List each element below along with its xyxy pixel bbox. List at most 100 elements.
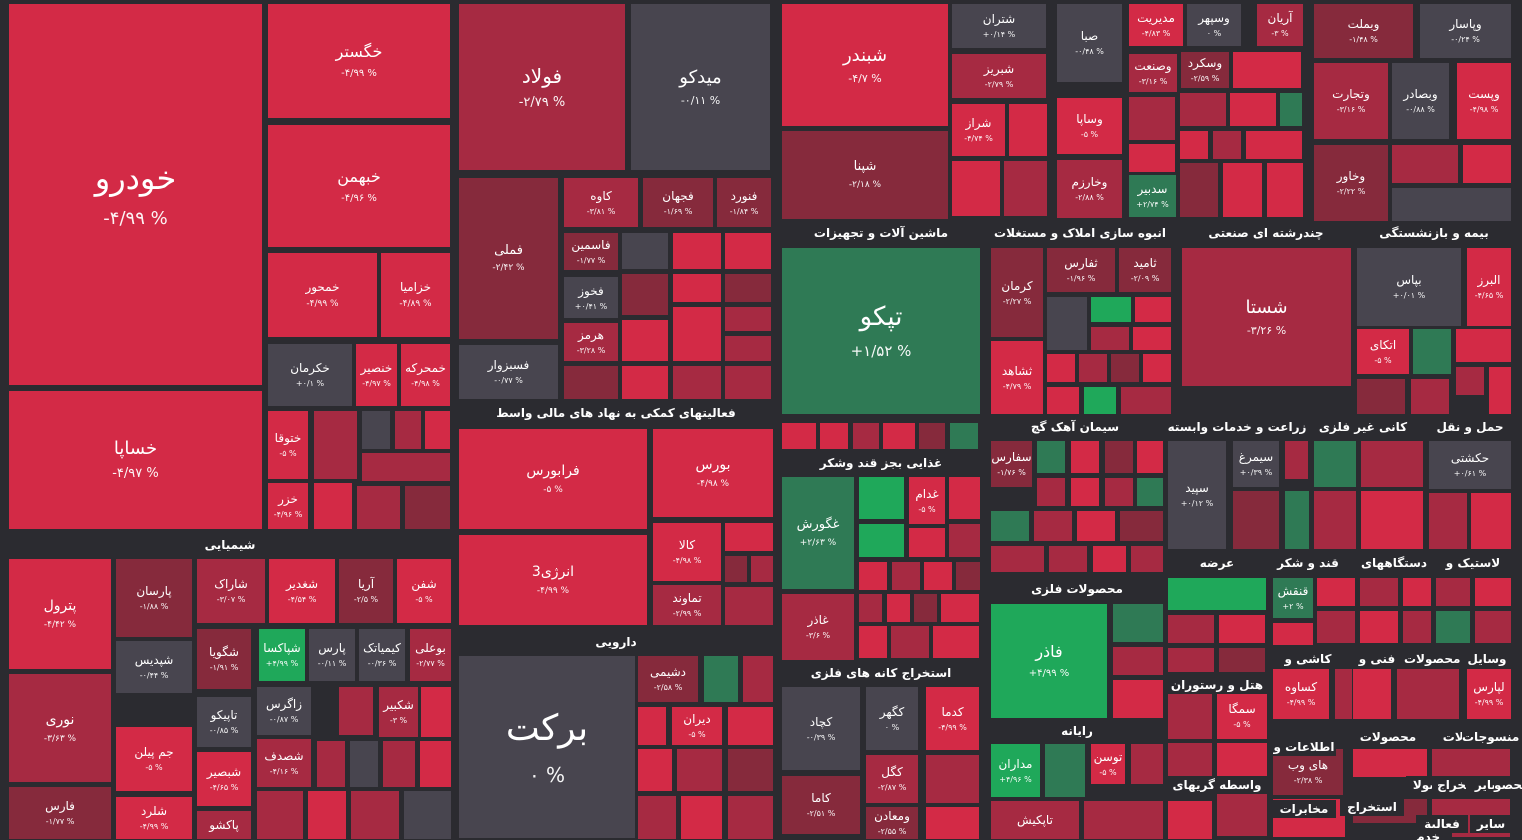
stock-tile-80[interactable]: شگویا -۱/۹۱ %	[196, 628, 252, 690]
stock-tile[interactable]	[1455, 328, 1512, 363]
stock-tile-23[interactable]: کالا -۴/۹۸ %	[652, 522, 722, 582]
stock-tile-59[interactable]: کرمان -۲/۲۷ %	[990, 247, 1044, 338]
stock-tile-98[interactable]: سمگا -۵ %	[1216, 692, 1268, 740]
stock-tile[interactable]	[727, 706, 774, 746]
stock-tile[interactable]	[742, 655, 774, 703]
stock-tile[interactable]	[724, 586, 774, 626]
stock-tile[interactable]	[1136, 440, 1164, 474]
stock-tile[interactable]	[338, 686, 374, 736]
stock-tile-47[interactable]: مدیریت -۴/۸۳ %	[1128, 3, 1184, 47]
stock-tile[interactable]	[313, 410, 358, 480]
stock-tile[interactable]	[724, 232, 772, 270]
stock-tile[interactable]	[1316, 610, 1356, 644]
stock-tile[interactable]	[316, 740, 346, 788]
stock-tile[interactable]	[1396, 668, 1460, 720]
stock-tile-5[interactable]: خزامیا -۴/۸۹ %	[380, 252, 451, 338]
stock-tile[interactable]	[858, 625, 888, 659]
stock-tile[interactable]	[948, 476, 981, 520]
stock-tile[interactable]	[703, 655, 739, 703]
stock-tile-35[interactable]: غگورش +۲/۶۳ %	[781, 476, 855, 590]
stock-tile-48[interactable]: وسپهر ۰ %	[1186, 3, 1242, 47]
stock-tile[interactable]	[724, 306, 772, 332]
stock-tile[interactable]	[886, 593, 911, 623]
stock-tile-42[interactable]: کاما -۲/۵۱ %	[781, 775, 861, 835]
stock-tile-28[interactable]: دیران -۵ %	[671, 706, 723, 746]
stock-tile[interactable]	[724, 522, 774, 552]
stock-tile[interactable]	[750, 555, 774, 583]
stock-tile[interactable]	[913, 593, 938, 623]
stock-tile[interactable]	[672, 232, 722, 270]
stock-tile[interactable]	[419, 740, 452, 788]
stock-tile[interactable]	[1132, 326, 1172, 351]
stock-tile-76[interactable]: شغدیر -۴/۵۴ %	[268, 558, 336, 624]
stock-tile-90[interactable]: شصدف -۴/۱۶ %	[256, 738, 312, 788]
stock-tile-4[interactable]: خمحور -۴/۹۹ %	[267, 252, 378, 338]
stock-tile-99[interactable]: کساوه -۴/۹۹ %	[1272, 668, 1330, 720]
stock-tile-44[interactable]: صبا -۰/۴۸ %	[1056, 3, 1123, 83]
stock-tile-82[interactable]: پارس -۰/۱۱ %	[308, 628, 356, 682]
stock-tile-2[interactable]: خگستر -۴/۹۹ %	[267, 3, 451, 119]
stock-tile-71[interactable]: حکشتی +۰/۶۱ %	[1428, 440, 1512, 490]
stock-tile-53[interactable]: وبملت -۱/۴۸ %	[1313, 3, 1414, 59]
stock-tile-49[interactable]: آریان -۳ %	[1256, 3, 1304, 47]
stock-tile[interactable]	[621, 365, 669, 400]
stock-tile[interactable]	[637, 748, 673, 792]
stock-tile[interactable]	[1112, 679, 1164, 719]
stock-tile[interactable]	[1008, 103, 1048, 157]
stock-tile-63[interactable]: شستا -۳/۲۶ %	[1181, 247, 1352, 387]
stock-tile[interactable]	[1078, 353, 1108, 383]
stock-tile-0[interactable]: خودرو -۴/۹۹ %	[8, 3, 263, 386]
stock-tile-41[interactable]: کگل -۲/۸۷ %	[865, 754, 919, 804]
stock-tile[interactable]	[1167, 647, 1215, 673]
stock-tile-54[interactable]: وپاسار -۰/۲۴ %	[1419, 3, 1512, 59]
stock-tile-56[interactable]: وبصادر -۰/۸۸ %	[1391, 62, 1450, 140]
stock-tile[interactable]	[361, 452, 451, 482]
stock-tile-31[interactable]: شتران +۰/۱۴ %	[951, 3, 1047, 49]
stock-tile[interactable]	[1130, 545, 1164, 573]
stock-tile[interactable]	[1046, 296, 1088, 351]
stock-tile[interactable]	[918, 422, 946, 450]
stock-tile[interactable]	[563, 365, 619, 400]
stock-tile[interactable]	[940, 593, 980, 623]
stock-tile[interactable]	[382, 740, 416, 788]
stock-tile[interactable]	[1130, 743, 1164, 785]
stock-tile-65[interactable]: البرز -۴/۶۵ %	[1466, 247, 1512, 327]
stock-tile[interactable]	[356, 485, 401, 530]
stock-tile-20[interactable]: فسبزوار -۰/۷۷ %	[458, 344, 559, 400]
stock-tile[interactable]	[1391, 187, 1512, 222]
stock-tile[interactable]	[1313, 440, 1357, 488]
stock-tile[interactable]	[1229, 92, 1277, 127]
stock-tile[interactable]	[1218, 647, 1266, 673]
stock-tile-61[interactable]: ثامید -۲/۰۹ %	[1118, 247, 1172, 293]
stock-tile-55[interactable]: وتجارت -۳/۱۶ %	[1313, 62, 1389, 140]
stock-tile[interactable]	[1218, 614, 1266, 644]
stock-tile[interactable]	[990, 545, 1045, 573]
stock-tile[interactable]	[313, 482, 353, 530]
stock-tile[interactable]	[1272, 622, 1314, 646]
stock-tile[interactable]	[1474, 577, 1512, 607]
stock-tile-16[interactable]: فنورد -۱/۸۴ %	[716, 177, 772, 228]
stock-tile[interactable]	[361, 410, 391, 450]
stock-tile[interactable]	[1435, 577, 1471, 607]
stock-tile-50[interactable]: وسکرد -۲/۵۹ %	[1180, 51, 1230, 89]
stock-tile[interactable]	[852, 422, 880, 450]
stock-tile-101[interactable]: لپارس -۴/۹۹ %	[1466, 668, 1512, 720]
stock-tile-7[interactable]: خنصیر -۴/۹۷ %	[355, 343, 398, 407]
stock-tile[interactable]	[990, 510, 1030, 542]
stock-tile[interactable]	[1104, 477, 1134, 507]
stock-tile[interactable]	[1279, 92, 1303, 127]
stock-tile[interactable]	[1410, 378, 1450, 415]
stock-tile-78[interactable]: شفن -۵ %	[396, 558, 452, 624]
stock-tile[interactable]	[727, 748, 774, 792]
stock-tile[interactable]	[1402, 577, 1432, 607]
stock-tile-39[interactable]: کگهر ۰ %	[865, 686, 919, 751]
stock-tile[interactable]	[1070, 440, 1100, 474]
stock-tile[interactable]	[1216, 742, 1268, 778]
stock-tile[interactable]	[1048, 545, 1088, 573]
stock-tile-38[interactable]: کچاد -۰/۳۹ %	[781, 686, 861, 771]
stock-tile[interactable]	[1316, 577, 1356, 607]
stock-tile-13[interactable]: فملی -۲/۴۲ %	[458, 177, 559, 340]
stock-tile[interactable]	[1167, 692, 1213, 740]
stock-tile[interactable]	[1036, 477, 1066, 507]
stock-tile-94[interactable]: پاکشو	[196, 810, 252, 840]
